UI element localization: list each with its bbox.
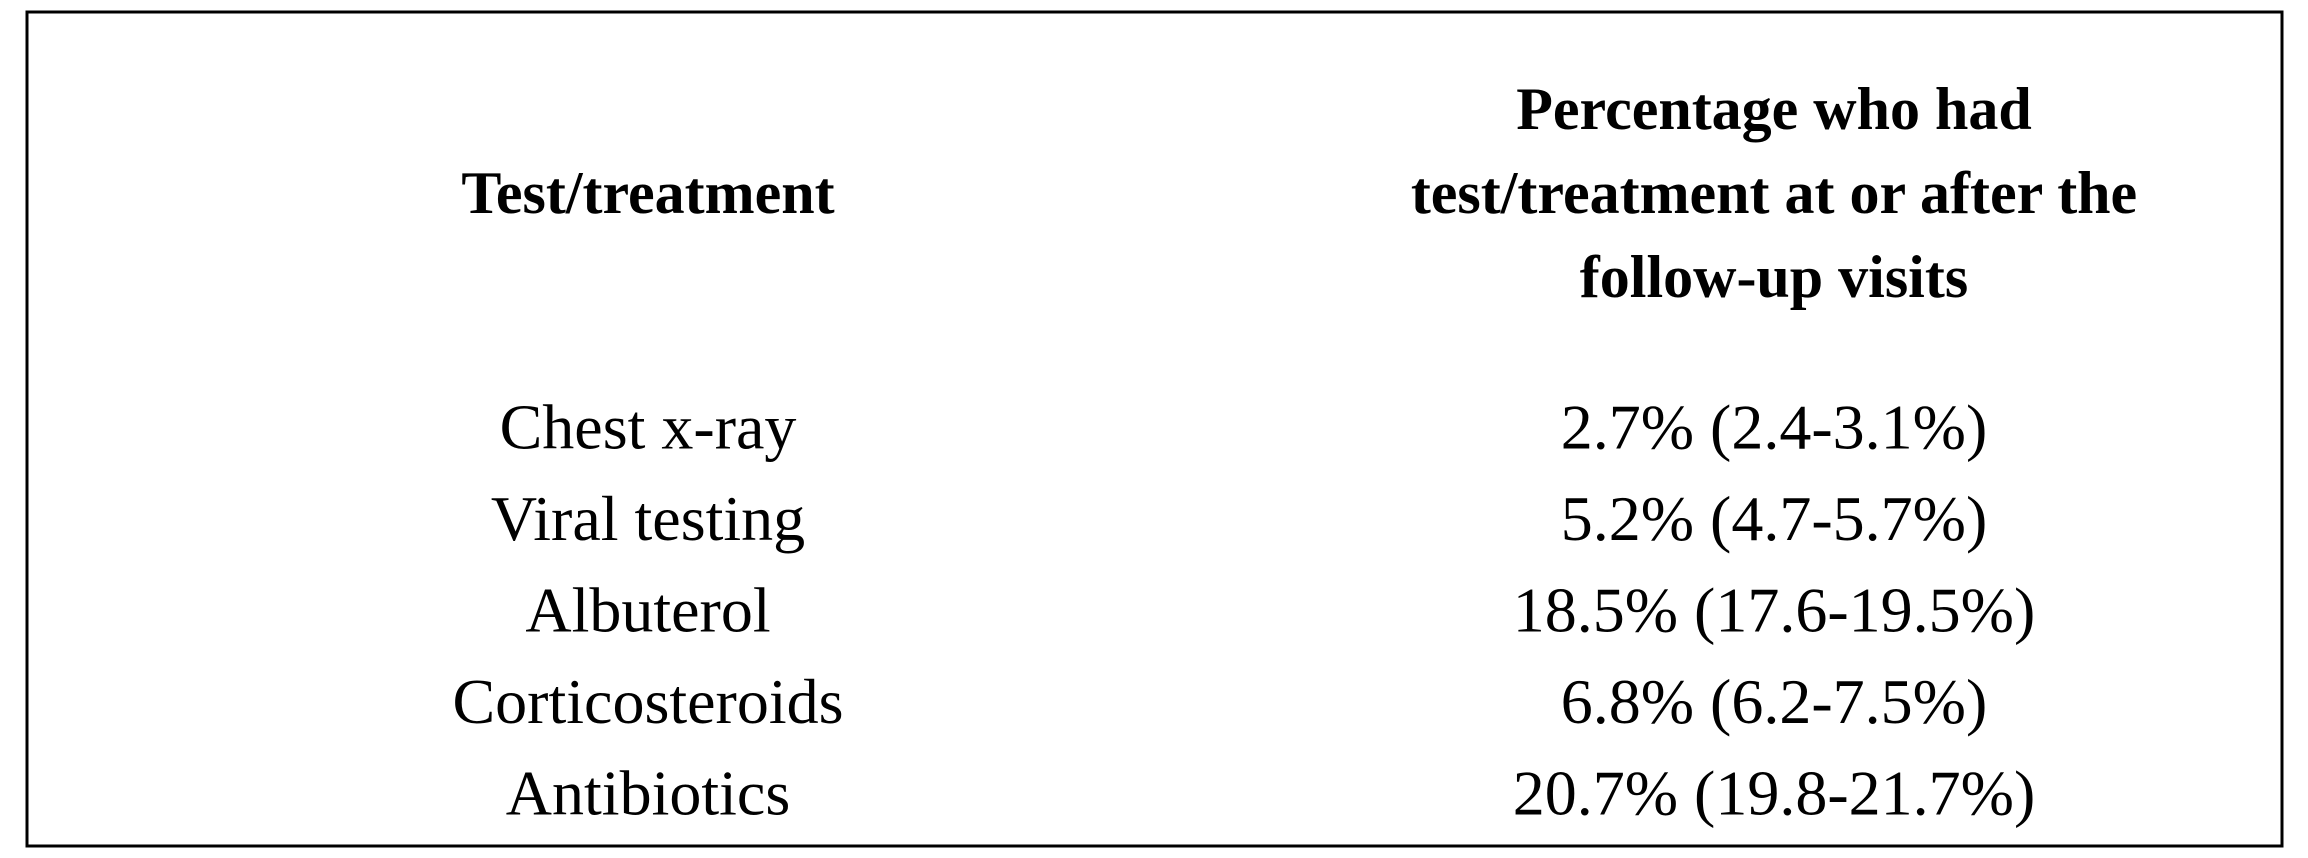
- row-label: Antibiotics: [506, 758, 790, 829]
- table-border: [25, 10, 2284, 848]
- row-label: Chest x-ray: [500, 392, 797, 463]
- header-cell: follow-up visits: [1580, 244, 1968, 310]
- header-cell: Percentage who had: [1516, 76, 2032, 142]
- row-value: 18.5% (17.6-19.5%): [1513, 575, 2036, 646]
- row-label: Viral testing: [491, 483, 805, 554]
- row-value: 5.2% (4.7-5.7%): [1561, 483, 1988, 554]
- row-label: Corticosteroids: [452, 666, 843, 737]
- header-cell: Test/treatment: [461, 160, 834, 226]
- header-cell: test/treatment at or after the: [1411, 160, 2137, 226]
- row-value: 2.7% (2.4-3.1%): [1561, 392, 1988, 463]
- row-value: 6.8% (6.2-7.5%): [1561, 666, 1988, 737]
- row-value: 20.7% (19.8-21.7%): [1513, 758, 2036, 829]
- row-label: Albuterol: [525, 575, 770, 646]
